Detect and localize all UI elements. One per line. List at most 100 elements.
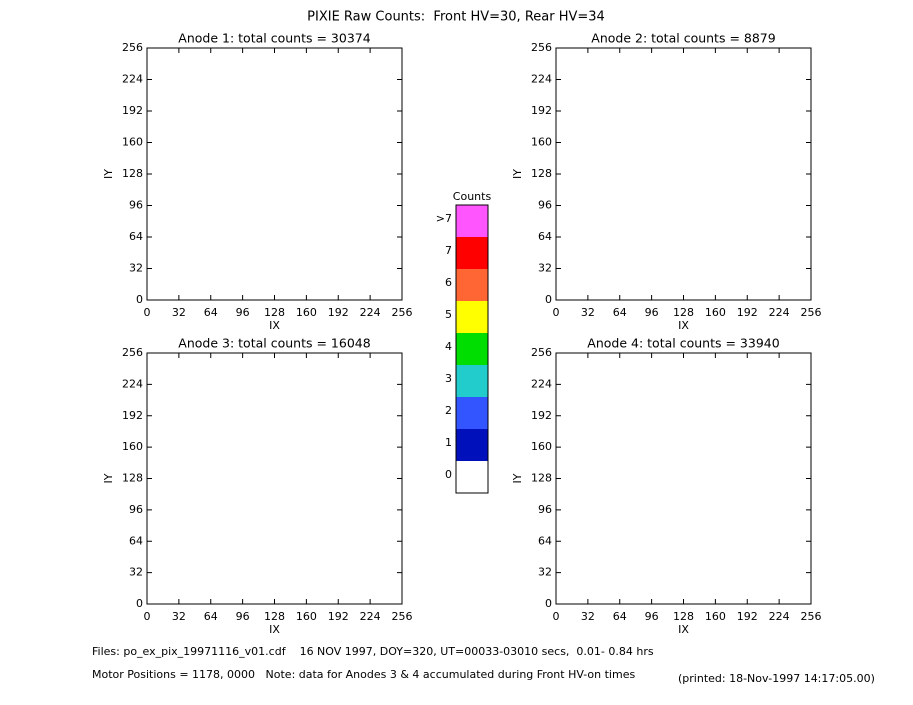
- colorbar-swatch: [456, 269, 488, 301]
- x-tick-label: 32: [581, 306, 595, 319]
- footer-motor: Motor Positions = 1178, 0000 Note: data …: [92, 668, 635, 681]
- colorbar-swatch: [456, 461, 488, 493]
- y-tick-label: 32: [538, 262, 552, 275]
- colorbar-swatch: [456, 397, 488, 429]
- x-axis-label: IX: [678, 623, 689, 636]
- x-tick-label: 160: [705, 610, 726, 623]
- y-axis-label: IY: [511, 473, 524, 483]
- y-tick-label: 0: [136, 293, 143, 306]
- colorbar-swatch: [456, 429, 488, 461]
- y-tick-label: 128: [531, 167, 552, 180]
- x-tick-label: 128: [264, 306, 285, 319]
- x-tick-label: 224: [769, 610, 790, 623]
- footer-files: Files: po_ex_pix_19971116_v01.cdf 16 NOV…: [92, 645, 654, 658]
- x-tick-label: 224: [360, 610, 381, 623]
- x-tick-label: 160: [296, 610, 317, 623]
- colorbar-label: 2: [445, 404, 452, 417]
- y-tick-label: 256: [122, 41, 143, 54]
- colorbar-label: 5: [445, 308, 452, 321]
- x-tick-label: 96: [645, 610, 659, 623]
- x-tick-label: 128: [673, 306, 694, 319]
- colorbar-label: >7: [436, 212, 452, 225]
- x-tick-label: 192: [737, 610, 758, 623]
- y-tick-label: 192: [531, 409, 552, 422]
- y-tick-label: 192: [122, 104, 143, 117]
- y-tick-label: 32: [538, 566, 552, 579]
- y-tick-label: 160: [122, 136, 143, 149]
- colorbar-label: 0: [445, 468, 452, 481]
- y-tick-label: 256: [531, 41, 552, 54]
- x-tick-label: 64: [613, 610, 627, 623]
- x-tick-label: 96: [645, 306, 659, 319]
- colorbar-label: 3: [445, 372, 452, 385]
- y-tick-label: 64: [129, 230, 143, 243]
- y-tick-label: 128: [531, 472, 552, 485]
- y-tick-label: 64: [538, 230, 552, 243]
- panel-title: Anode 4: total counts = 33940: [587, 336, 779, 351]
- x-tick-label: 32: [172, 306, 186, 319]
- colorbar-label: 1: [445, 436, 452, 449]
- x-tick-label: 224: [769, 306, 790, 319]
- x-tick-label: 256: [392, 306, 413, 319]
- y-tick-label: 128: [122, 167, 143, 180]
- y-tick-label: 0: [545, 597, 552, 610]
- y-tick-label: 96: [538, 199, 552, 212]
- plot-frame: [146, 352, 403, 605]
- y-tick-label: 96: [129, 503, 143, 516]
- y-tick-label: 224: [122, 377, 143, 390]
- colorbar-swatch: [456, 365, 488, 397]
- y-tick-label: 160: [122, 440, 143, 453]
- x-tick-label: 128: [264, 610, 285, 623]
- y-tick-label: 32: [129, 566, 143, 579]
- figure-title: PIXIE Raw Counts: Front HV=30, Rear HV=3…: [307, 10, 605, 25]
- x-tick-label: 224: [360, 306, 381, 319]
- footer-printed: (printed: 18-Nov-1997 14:17:05.00): [678, 672, 875, 685]
- plot-frame: [555, 352, 812, 605]
- y-tick-label: 96: [538, 503, 552, 516]
- x-tick-label: 192: [328, 610, 349, 623]
- colorbar-swatch: [456, 205, 488, 237]
- y-tick-label: 192: [531, 104, 552, 117]
- x-tick-label: 160: [705, 306, 726, 319]
- x-axis-label: IX: [269, 623, 280, 636]
- plot-frame: [146, 47, 403, 301]
- x-tick-label: 32: [581, 610, 595, 623]
- y-tick-label: 256: [122, 346, 143, 359]
- x-tick-label: 192: [328, 306, 349, 319]
- colorbar-label: 6: [445, 276, 452, 289]
- y-axis-label: IY: [102, 169, 115, 179]
- colorbar-swatch: [456, 301, 488, 333]
- colorbar-frame: [455, 204, 489, 494]
- x-tick-label: 256: [801, 306, 822, 319]
- x-tick-label: 0: [144, 610, 151, 623]
- colorbar-label: 7: [445, 244, 452, 257]
- y-tick-label: 224: [531, 377, 552, 390]
- x-tick-label: 160: [296, 306, 317, 319]
- panel-title: Anode 1: total counts = 30374: [178, 31, 370, 46]
- x-tick-label: 32: [172, 610, 186, 623]
- colorbar-swatch: [456, 237, 488, 269]
- x-tick-label: 256: [392, 610, 413, 623]
- x-tick-label: 256: [801, 610, 822, 623]
- y-tick-label: 32: [129, 262, 143, 275]
- y-axis-label: IY: [102, 473, 115, 483]
- y-tick-label: 160: [531, 440, 552, 453]
- x-tick-label: 0: [553, 306, 560, 319]
- y-tick-label: 96: [129, 199, 143, 212]
- y-tick-label: 224: [122, 73, 143, 86]
- y-tick-label: 192: [122, 409, 143, 422]
- y-tick-label: 256: [531, 346, 552, 359]
- x-tick-label: 128: [673, 610, 694, 623]
- x-tick-label: 0: [144, 306, 151, 319]
- y-axis-label: IY: [511, 169, 524, 179]
- x-tick-label: 64: [204, 306, 218, 319]
- colorbar-swatch: [456, 333, 488, 365]
- x-tick-label: 64: [204, 610, 218, 623]
- y-tick-label: 128: [122, 472, 143, 485]
- colorbar-title: Counts: [453, 190, 492, 203]
- y-tick-label: 0: [136, 597, 143, 610]
- y-tick-label: 160: [531, 136, 552, 149]
- x-tick-label: 96: [236, 610, 250, 623]
- x-tick-label: 64: [613, 306, 627, 319]
